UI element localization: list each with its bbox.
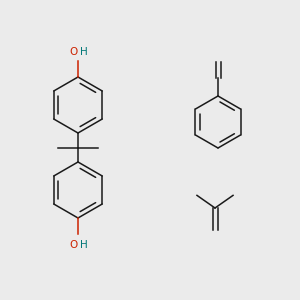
Text: H: H: [80, 240, 88, 250]
Text: H: H: [80, 47, 88, 57]
Text: O: O: [69, 47, 77, 57]
Text: O: O: [69, 240, 77, 250]
